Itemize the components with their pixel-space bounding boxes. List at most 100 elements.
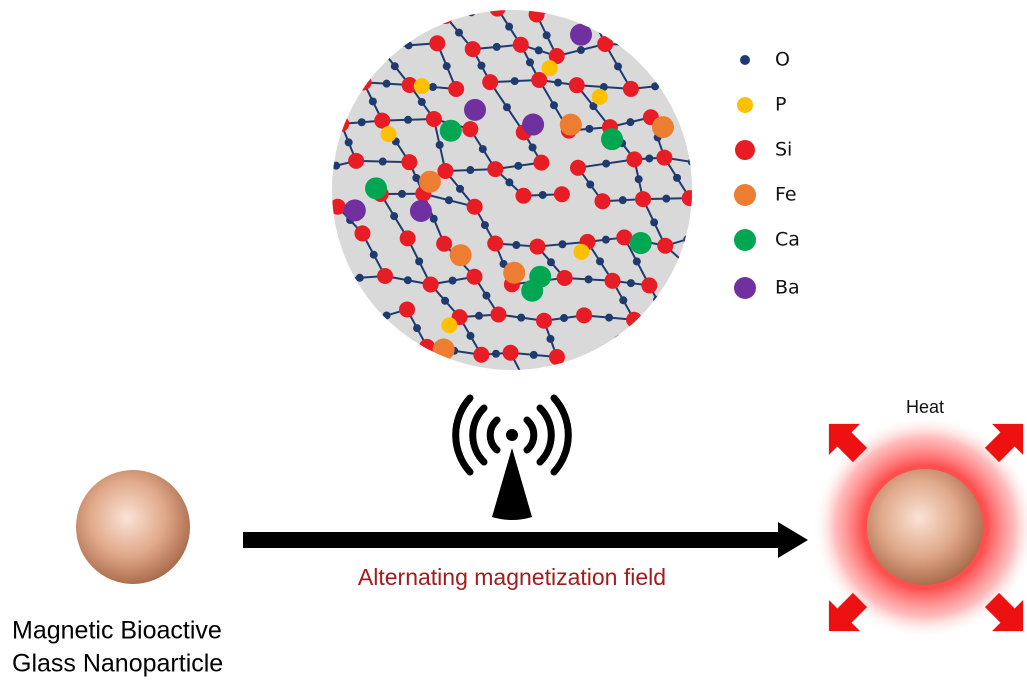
oxygen-atom [480, 221, 489, 230]
oxygen-atom [648, 383, 656, 391]
oxygen-atom [369, 250, 378, 259]
oxygen-atom [553, 78, 562, 87]
particle-label: Magnetic Bioactive [12, 617, 222, 645]
bond [664, 313, 692, 354]
oxygen-atom [390, 367, 399, 370]
ion [338, 26, 361, 49]
bond [536, 10, 587, 16]
silicon-atom [681, 190, 692, 207]
oxygen-atom [434, 365, 443, 370]
oxygen-atom [751, 46, 759, 54]
silicon-atom [619, 10, 636, 14]
oxygen-atom [601, 235, 610, 244]
legend-swatch [737, 97, 753, 113]
oxygen-atom [412, 173, 421, 182]
silicon-atom [466, 198, 483, 215]
silicon-atom [680, 44, 692, 61]
silicon-atom [662, 380, 678, 396]
bond [650, 44, 689, 54]
silicon-atom [466, 268, 483, 285]
silicon-atom [436, 235, 453, 252]
ion [573, 243, 590, 260]
silicon-atom [462, 121, 479, 138]
oxygen-atom [379, 384, 387, 392]
oxygen-atom [645, 154, 654, 163]
oxygen-atom [550, 101, 559, 110]
oxygen-atom [763, 371, 771, 379]
oxygen-atom [767, 328, 775, 336]
oxygen-atom [687, 157, 692, 166]
oxygen-atom [466, 166, 475, 175]
oxygen-atom [586, 180, 595, 189]
oxygen-atom [390, 212, 399, 221]
oxygen-atom [725, 333, 733, 341]
oxygen-atom [546, 258, 555, 267]
ion [449, 244, 472, 267]
oxygen-atom [428, 82, 437, 91]
bond [326, 387, 357, 393]
silicon-atom [616, 229, 633, 246]
silicon-atom [576, 307, 593, 324]
silicon-atom [308, 85, 324, 101]
oxygen-atom [599, 83, 608, 92]
silicon-atom [399, 301, 416, 318]
silicon-atom [422, 276, 439, 293]
oxygen-atom [390, 62, 399, 71]
silicon-atom [751, 84, 767, 100]
oxygen-atom [478, 145, 487, 154]
silicon-atom [687, 344, 692, 361]
oxygen-atom [352, 65, 361, 74]
oxygen-atom [417, 97, 426, 106]
ion [629, 232, 652, 255]
silicon-atom [772, 345, 788, 361]
silicon-atom [448, 81, 465, 98]
oxygen-atom [335, 83, 344, 92]
oxygen-atom [673, 173, 682, 182]
ion [380, 126, 397, 143]
silicon-atom [313, 316, 329, 332]
oxygen-atom [332, 332, 337, 341]
oxygen-atom [758, 279, 766, 287]
ion [601, 128, 624, 151]
oxygen-atom [686, 315, 692, 324]
ion [521, 279, 544, 302]
oxygen-atom [338, 387, 346, 395]
ion [343, 199, 366, 222]
silicon-atom [399, 230, 416, 247]
ion [522, 113, 545, 136]
bond [690, 122, 692, 167]
silicon-atom [597, 36, 614, 53]
silicon-atom [377, 267, 394, 284]
silicon-atom [355, 74, 372, 91]
oxygen-atom [378, 10, 387, 13]
oxygen-atom [635, 21, 644, 30]
oxygen-atom [696, 211, 704, 219]
oxygen-atom [429, 214, 438, 223]
silicon-atom [531, 72, 548, 89]
oxygen-atom [344, 138, 353, 147]
oxygen-atom [626, 279, 635, 288]
ion [611, 334, 634, 357]
legend-swatch [734, 277, 756, 299]
oxygen-atom [357, 118, 366, 127]
bond [759, 55, 775, 92]
oxygen-atom [576, 46, 585, 55]
heat-arrows [828, 423, 1024, 632]
silicon-atom [642, 37, 659, 54]
bond [348, 55, 365, 83]
silicon-atom [666, 10, 683, 13]
bond [356, 10, 381, 48]
bond [332, 323, 346, 350]
silicon-atom [706, 377, 722, 393]
silicon-atom [401, 76, 418, 93]
oxygen-atom [502, 103, 511, 112]
oxygen-atom [442, 62, 451, 71]
oxygen-atom [466, 331, 475, 340]
oxygen-atom [727, 177, 735, 185]
legend-label: Ca [775, 229, 800, 251]
oxygen-atom [448, 276, 457, 285]
oxygen-atom [614, 62, 623, 71]
silicon-atom [487, 235, 504, 252]
silicon-atom [755, 161, 771, 177]
bond [633, 319, 648, 362]
